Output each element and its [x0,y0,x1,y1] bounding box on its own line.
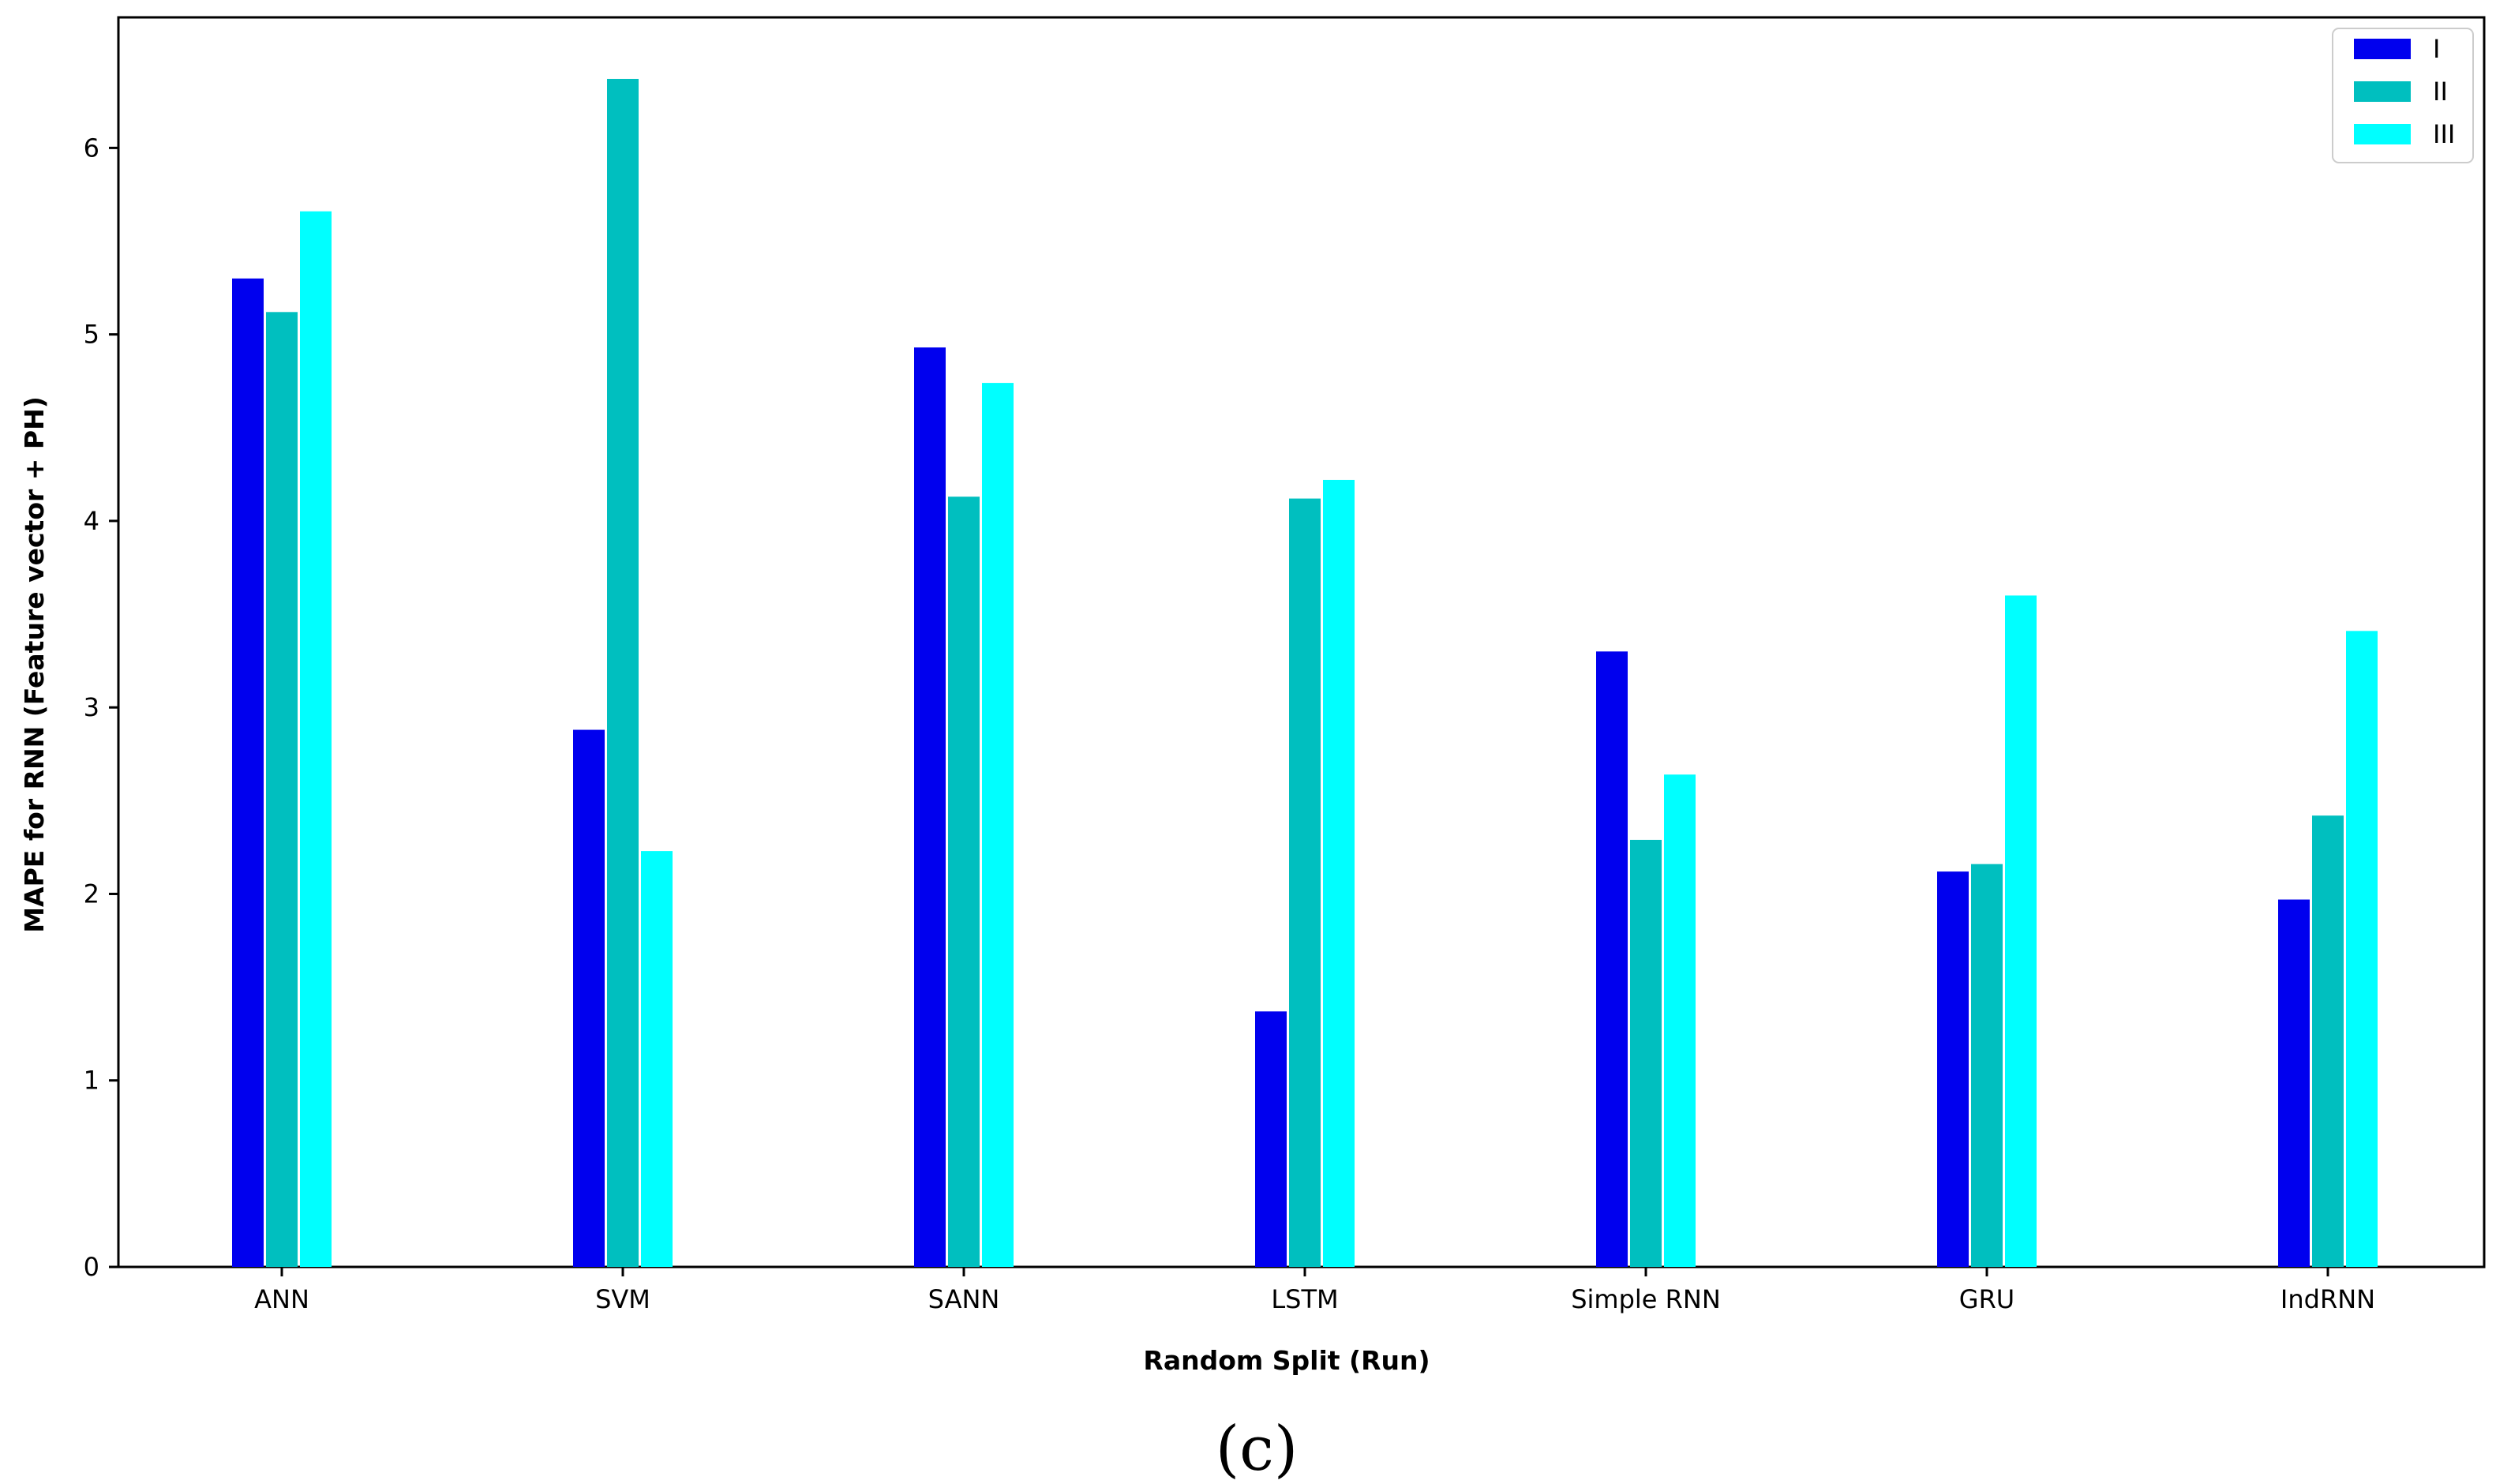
bar-sann-series-ii [948,497,980,1267]
x-tick-label-gru: GRU [1959,1284,2014,1314]
bar-indrnn-series-iii [2346,631,2378,1267]
y-tick-label-0: 0 [84,1252,99,1282]
bars-group [232,78,2378,1268]
x-tick-label-simple-rnn: Simple RNN [1571,1284,1721,1314]
bar-gru-series-i [1937,871,1969,1267]
legend-swatch-i [2354,39,2411,59]
x-axis-title: Random Split (Run) [1143,1345,1430,1376]
bar-indrnn-series-i [2278,899,2310,1267]
bar-svm-series-i [573,729,605,1267]
legend-label-ii: II [2433,77,2448,107]
y-axis-ticks: 0 1 2 3 4 5 6 [84,133,118,1282]
bar-simple-rnn-series-i [1596,651,1628,1267]
bar-svm-series-iii [641,851,673,1267]
y-tick-label-5: 5 [84,320,99,350]
y-tick-label-6: 6 [84,133,99,163]
bar-svm-series-ii [607,78,639,1268]
x-axis-ticks: ANN SVM SANN LSTM Simple RNN GRU IndRNN [254,1267,2375,1314]
bar-indrnn-series-ii [2312,815,2344,1267]
bar-ann-series-ii [266,312,298,1268]
bar-gru-series-ii [1971,864,2003,1267]
legend-label-iii: III [2433,119,2455,149]
y-tick-label-4: 4 [84,506,99,536]
legend-swatch-iii [2354,124,2411,144]
legend-label-i: I [2433,34,2440,64]
x-tick-label-ann: ANN [254,1284,309,1314]
bar-lstm-series-ii [1289,498,1321,1267]
bar-simple-rnn-series-iii [1664,774,1696,1267]
y-axis-title: MAPE for RNN (Feature vector + PH) [19,396,50,933]
x-tick-label-indrnn: IndRNN [2281,1284,2375,1314]
bar-gru-series-iii [2005,595,2037,1267]
y-tick-label-1: 1 [84,1066,99,1096]
y-tick-label-2: 2 [84,879,99,909]
y-tick-label-3: 3 [84,692,99,722]
bar-sann-series-iii [982,383,1014,1268]
x-tick-label-sann: SANN [928,1284,1000,1314]
bar-ann-series-iii [300,211,332,1268]
figure-caption: (c) [1216,1414,1299,1484]
x-tick-label-svm: SVM [595,1284,650,1314]
legend-swatch-ii [2354,81,2411,102]
bar-lstm-series-i [1255,1011,1287,1267]
bar-ann-series-i [232,278,264,1267]
bar-lstm-series-iii [1323,479,1355,1267]
bar-simple-rnn-series-ii [1630,839,1662,1267]
x-tick-label-lstm: LSTM [1271,1284,1338,1314]
bar-sann-series-i [914,347,946,1267]
